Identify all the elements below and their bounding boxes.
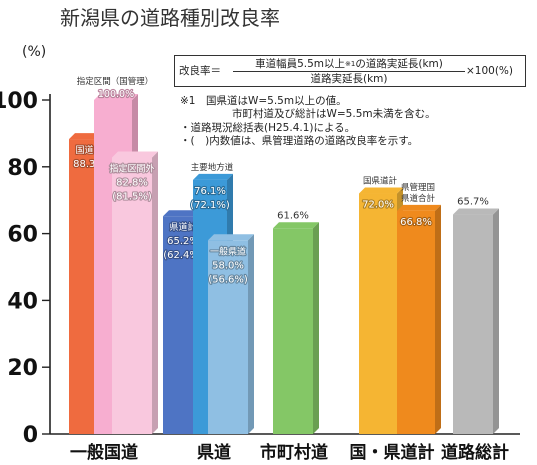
- y-tick-label: 0: [23, 423, 38, 448]
- bar-label-6: 一般県道: [210, 245, 246, 257]
- bar-top-9: [397, 204, 441, 211]
- bar-value-4: 65.2%: [167, 236, 199, 247]
- bar-paren-3: (81.5%): [112, 191, 152, 202]
- bar-top-2: [94, 94, 138, 100]
- bar-label-8: 国県道計: [363, 176, 398, 187]
- bar-top-5: [193, 173, 233, 180]
- formula-numerator: 車道幅員5.5m以上※1の道路実延長(km): [233, 58, 465, 71]
- bar-paren-6: (56.6%): [208, 274, 248, 285]
- bar-label-9: 県道合計: [401, 193, 436, 204]
- x-category-label: 市町村道: [260, 442, 328, 463]
- bar-value-10: 65.7%: [457, 197, 489, 208]
- bar-top-7: [273, 222, 319, 229]
- bar-paren-5: (72.1%): [190, 200, 230, 211]
- y-tick-label: 100: [0, 89, 38, 114]
- bar-value-5: 76.1%: [194, 186, 226, 197]
- bar-side-9: [435, 204, 441, 434]
- formula-rhs: ×100(%): [466, 65, 514, 77]
- bar-8: [359, 193, 397, 434]
- y-tick-label: 60: [7, 223, 38, 248]
- bar-label-9: 県管理国: [401, 182, 435, 193]
- note-panel: 改良率＝ 車道幅員5.5m以上※1の道路実延長(km) 道路実延長(km) ×1…: [170, 55, 526, 153]
- bar-10: [453, 214, 493, 434]
- chart-title: 新潟県の道路種別改良率: [60, 6, 280, 30]
- formula-fraction-line: [233, 71, 465, 72]
- y-axis-unit: (%): [22, 44, 47, 60]
- bar-value-8: 72.0%: [362, 200, 394, 211]
- formula-denominator: 道路実延長(km): [310, 73, 388, 85]
- formula-footnote-mark: ※1: [345, 60, 356, 68]
- x-category-label: 県道: [197, 442, 231, 463]
- formula-numerator-rest: の道路実延長(km): [355, 58, 443, 70]
- bar-6: [208, 240, 248, 434]
- bar-side-3: [152, 151, 158, 434]
- bar-value-6: 58.0%: [212, 260, 244, 271]
- y-tick-label: 20: [7, 356, 38, 381]
- bar-top-3: [112, 151, 158, 158]
- bar-value-3: 82.8%: [116, 177, 148, 188]
- bar-side-6: [248, 234, 254, 434]
- note-line-2: 市町村道及び総計はW=5.5m未満を含む。: [232, 108, 436, 120]
- x-category-label: 一般国道: [70, 442, 138, 463]
- bar-value-9: 66.8%: [400, 217, 432, 228]
- formula-box: 改良率＝ 車道幅員5.5m以上※1の道路実延長(km) 道路実延長(km) ×1…: [174, 55, 526, 87]
- note-line-3: ・道路現況総括表(H25.4.1)による。: [180, 122, 356, 134]
- bar-side-10: [493, 208, 499, 434]
- bar-top-6: [208, 234, 254, 241]
- bar-value-2: 100.0%: [98, 89, 134, 100]
- x-category-label: 道路総計: [441, 442, 509, 463]
- note-line-1: ※1 国県道はW=5.5m以上の値。: [180, 95, 347, 107]
- bar-value-7: 61.6%: [277, 210, 309, 221]
- bar-side-7: [313, 222, 319, 434]
- bar-top-10: [453, 208, 499, 215]
- bar-label-3: 指定区間外: [109, 162, 154, 174]
- bar-top-8: [359, 187, 403, 194]
- bar-9: [397, 210, 435, 434]
- formula-numerator-text: 車道幅員5.5m以上: [255, 58, 346, 70]
- note-line-4: ・( )内数値は、県管理道路の道路改良率を示す。: [180, 135, 419, 147]
- bar-label-2: 指定区間（国管理）: [77, 76, 154, 87]
- bar-7: [273, 228, 313, 434]
- bar-3: [112, 157, 152, 434]
- y-tick-label: 40: [7, 289, 38, 314]
- formula-lhs: 改良率＝: [179, 65, 221, 77]
- bar-label-5: 主要地方道: [191, 162, 234, 173]
- bar-label-4: 県道計: [169, 221, 196, 233]
- x-category-label: 国・県道計: [350, 442, 435, 463]
- y-tick-label: 80: [7, 156, 38, 181]
